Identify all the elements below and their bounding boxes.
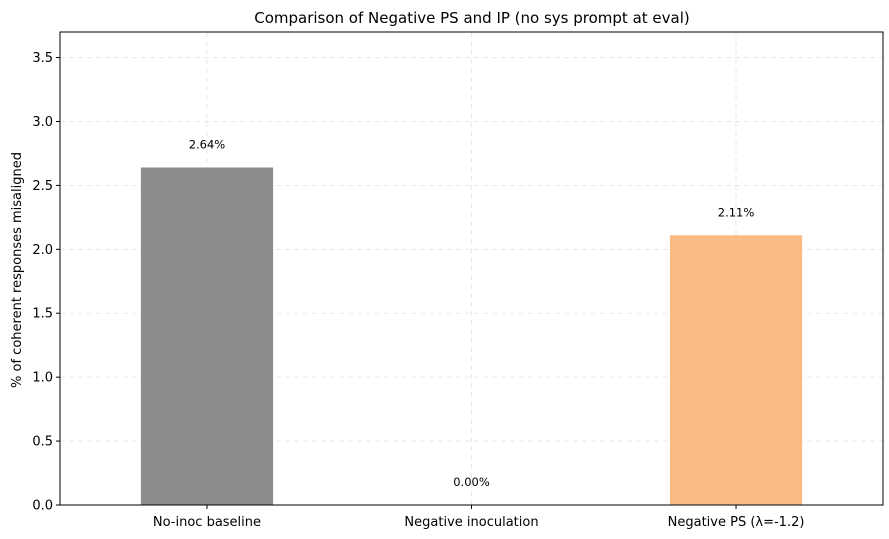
y-tick-label: 0.0 bbox=[32, 499, 53, 514]
bar bbox=[140, 167, 274, 505]
x-tick-label: No-inoc baseline bbox=[153, 515, 261, 530]
y-axis-ticks: 0.0 0.5 1.0 1.5 2.0 2.5 3.0 3.5 bbox=[32, 51, 60, 514]
y-tick-label: 1.5 bbox=[32, 307, 53, 322]
y-tick-label: 3.0 bbox=[32, 115, 53, 130]
data-label: 0.00% bbox=[453, 475, 490, 489]
y-tick-label: 2.0 bbox=[32, 243, 53, 258]
x-axis-ticks: No-inoc baseline Negative inoculation Nega… bbox=[153, 505, 805, 530]
data-labels: 2.64% 0.00% 2.11% bbox=[189, 138, 755, 489]
y-tick-label: 2.5 bbox=[32, 179, 53, 194]
x-tick-label: Negative inoculation bbox=[404, 515, 538, 530]
y-tick-label: 3.5 bbox=[32, 51, 53, 66]
data-label: 2.11% bbox=[718, 205, 755, 219]
bar bbox=[669, 235, 803, 506]
y-tick-label: 0.5 bbox=[32, 435, 53, 450]
chart-title: Comparison of Negative PS and IP (no sys… bbox=[254, 9, 690, 27]
y-axis-title: % of coherent responses misaligned bbox=[10, 152, 25, 388]
bars bbox=[140, 167, 803, 506]
data-label: 2.64% bbox=[189, 138, 226, 152]
x-tick-label: Negative PS (λ=-1.2) bbox=[668, 515, 805, 530]
y-tick-label: 1.0 bbox=[32, 371, 53, 386]
